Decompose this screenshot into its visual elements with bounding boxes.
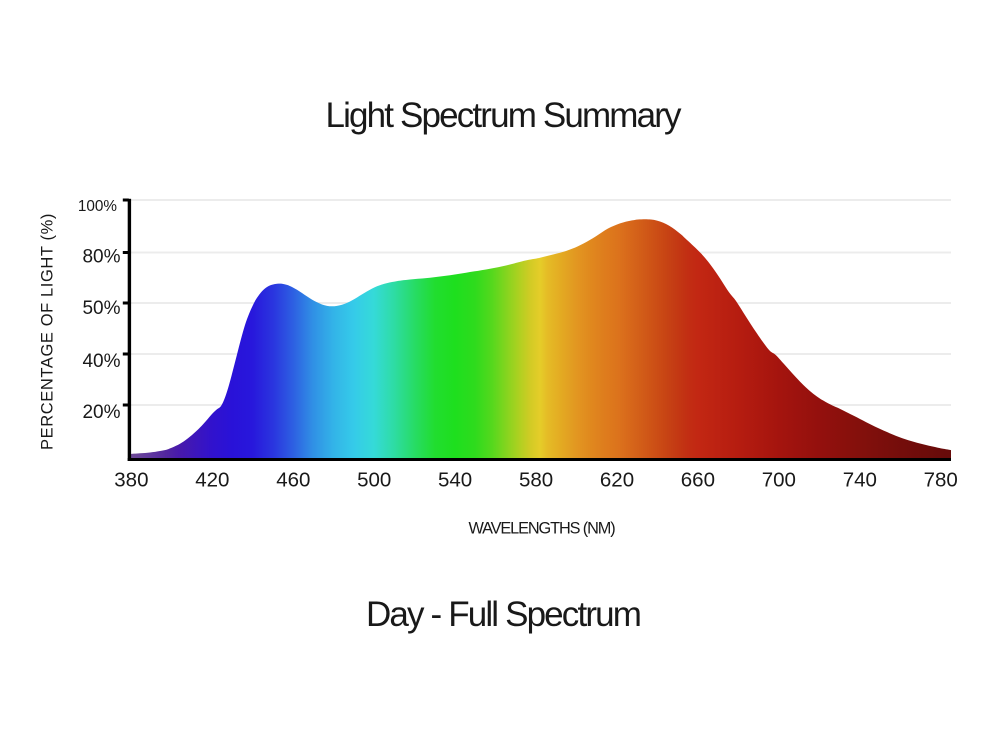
svg-text:20%: 20% [82, 402, 120, 423]
svg-text:700: 700 [762, 468, 796, 491]
svg-text:620: 620 [600, 468, 634, 491]
svg-text:PERCENTAGE OF LIGHT (%): PERCENTAGE OF LIGHT (%) [39, 213, 57, 450]
svg-text:540: 540 [438, 468, 472, 491]
svg-text:380: 380 [114, 468, 148, 491]
svg-text:500: 500 [357, 468, 391, 491]
svg-text:580: 580 [519, 468, 553, 491]
svg-text:80%: 80% [82, 246, 120, 267]
svg-text:420: 420 [195, 468, 229, 491]
svg-text:660: 660 [681, 468, 715, 491]
svg-text:50%: 50% [82, 298, 120, 319]
svg-text:740: 740 [843, 468, 877, 491]
svg-text:780: 780 [924, 468, 958, 491]
svg-text:Day - Full Spectrum: Day - Full Spectrum [366, 595, 640, 634]
svg-text:100%: 100% [78, 198, 118, 215]
svg-text:460: 460 [276, 468, 310, 491]
svg-text:WAVELENGTHS (NM): WAVELENGTHS (NM) [468, 520, 615, 538]
svg-text:Light Spectrum Summary: Light Spectrum Summary [326, 96, 683, 135]
svg-text:40%: 40% [82, 351, 120, 372]
